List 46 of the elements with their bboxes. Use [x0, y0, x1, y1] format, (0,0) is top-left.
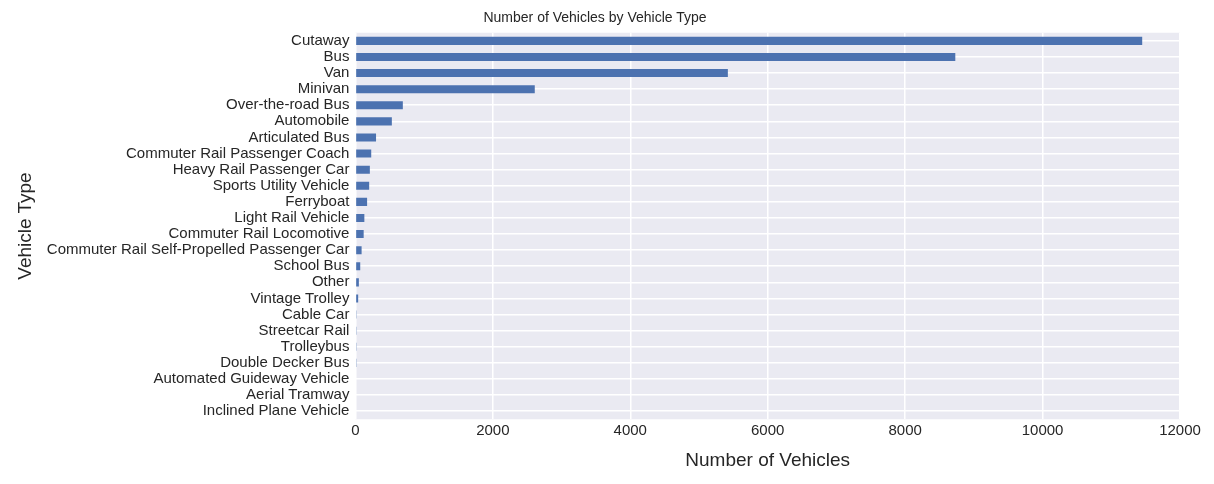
- x-tick-label: 2000: [476, 421, 510, 439]
- bar: [356, 213, 365, 222]
- x-tick-label: 4000: [613, 421, 647, 439]
- bar: [356, 246, 362, 255]
- y-tick-label: Light Rail Vehicle: [234, 208, 350, 226]
- y-tick-label: Other: [311, 272, 350, 290]
- bar: [356, 117, 392, 126]
- x-axis-title: Number of Vehicles: [685, 448, 851, 470]
- y-tick-label: School Bus: [273, 256, 350, 274]
- y-tick-label: Articulated Bus: [248, 127, 350, 145]
- y-tick-label: Trolleybus: [280, 336, 350, 354]
- y-tick-label: Aerial Tramway: [246, 385, 350, 403]
- bar: [356, 262, 361, 271]
- x-tick-label: 8000: [888, 421, 922, 439]
- y-tick-label: Streetcar Rail: [258, 320, 350, 338]
- bar: [356, 52, 956, 61]
- bar: [356, 149, 372, 158]
- y-tick-label: Minivan: [297, 79, 350, 97]
- bar: [356, 278, 359, 287]
- y-tick-label: Automobile: [274, 111, 350, 129]
- bar: [356, 230, 364, 239]
- y-tick-label: Commuter Rail Locomotive: [168, 224, 350, 242]
- y-tick-label: Commuter Rail Self-Propelled Passenger Car: [46, 240, 350, 258]
- y-tick-label: Inclined Plane Vehicle: [202, 401, 350, 419]
- x-tick-label: 0: [351, 421, 360, 439]
- bar: [356, 101, 403, 110]
- x-tick-label: 10000: [1021, 421, 1064, 439]
- bar: [356, 181, 370, 190]
- y-tick-label: Commuter Rail Passenger Coach: [125, 143, 350, 161]
- chart-title: Number of Vehicles by Vehicle Type: [483, 9, 707, 26]
- bar: [356, 69, 728, 78]
- y-axis-title: Vehicle Type: [13, 172, 35, 280]
- y-tick-label: Vintage Trolley: [250, 288, 350, 306]
- bar: [356, 133, 377, 142]
- y-tick-label: Cutaway: [291, 30, 350, 48]
- x-tick-label: 6000: [751, 421, 785, 439]
- y-tick-label: Bus: [323, 47, 350, 65]
- x-tick-label: 12000: [1159, 421, 1201, 439]
- bar: [356, 85, 535, 94]
- y-tick-label: Automated Guideway Vehicle: [153, 369, 350, 387]
- bar: [356, 197, 368, 206]
- bar: [356, 165, 370, 174]
- bar: [356, 294, 359, 303]
- y-tick-label: Van: [323, 63, 350, 81]
- bar: [356, 36, 1143, 45]
- y-tick-label: Over-the-road Bus: [226, 95, 350, 113]
